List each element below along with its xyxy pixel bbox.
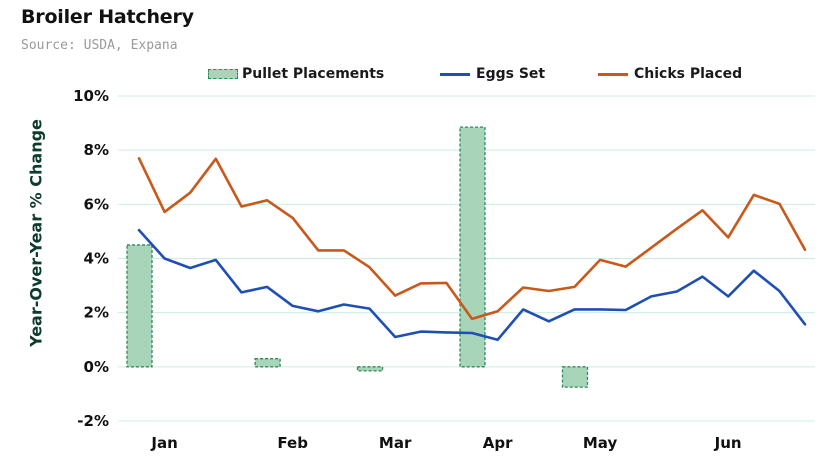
y-tick-label: 8% xyxy=(84,141,109,159)
bars xyxy=(126,126,589,388)
chart-legend: Pullet Placements Eggs Set Chicks Placed xyxy=(0,64,818,84)
x-tick-label: Feb xyxy=(277,434,308,452)
y-tick-label: 0% xyxy=(84,358,109,376)
chart-subtitle: Source: USDA, Expana xyxy=(21,38,178,53)
y-tick-label: 6% xyxy=(84,195,109,213)
bar-pullet-placements xyxy=(254,358,281,368)
bar-pullet-placements xyxy=(126,244,153,368)
x-tick-label: Mar xyxy=(379,434,412,452)
y-tick-label: 4% xyxy=(84,250,109,268)
y-tick-label: 2% xyxy=(84,304,109,322)
x-tick-label: May xyxy=(583,434,618,452)
bar-pullet-placements xyxy=(356,366,384,372)
x-tick-label: Apr xyxy=(483,434,513,452)
line-chicks-placed xyxy=(137,157,807,321)
legend-item-chicks-placed: Chicks Placed xyxy=(598,64,742,84)
legend-item-pullet-placements: Pullet Placements xyxy=(208,64,384,84)
legend-label: Eggs Set xyxy=(476,66,546,82)
x-ticks: Jan Feb Mar Apr May Jun xyxy=(150,434,741,452)
legend-swatch-line xyxy=(440,72,470,76)
legend-item-eggs-set: Eggs Set xyxy=(440,64,545,84)
bar-pullet-placements xyxy=(459,126,486,368)
legend-label: Pullet Placements xyxy=(242,66,385,82)
legend-label: Chicks Placed xyxy=(634,66,743,82)
legend-swatch-bar xyxy=(208,69,238,79)
x-tick-label: Jan xyxy=(150,434,177,452)
series-lines xyxy=(137,157,807,342)
chart-title: Broiler Hatchery xyxy=(21,6,194,28)
y-tick-label: -2% xyxy=(77,412,109,430)
line-eggs-set xyxy=(137,228,807,342)
y-ticks: -2% 0% 2% 4% 6% 8% 10% xyxy=(73,87,109,430)
legend-swatch-line xyxy=(598,72,628,76)
bar-pullet-placements xyxy=(561,366,589,388)
y-tick-label: 10% xyxy=(73,87,109,105)
x-tick-label: Jun xyxy=(714,434,742,452)
